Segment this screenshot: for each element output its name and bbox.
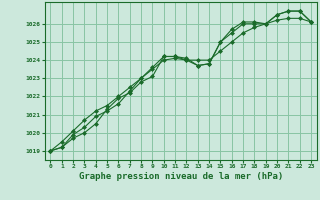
X-axis label: Graphe pression niveau de la mer (hPa): Graphe pression niveau de la mer (hPa) xyxy=(79,172,283,181)
